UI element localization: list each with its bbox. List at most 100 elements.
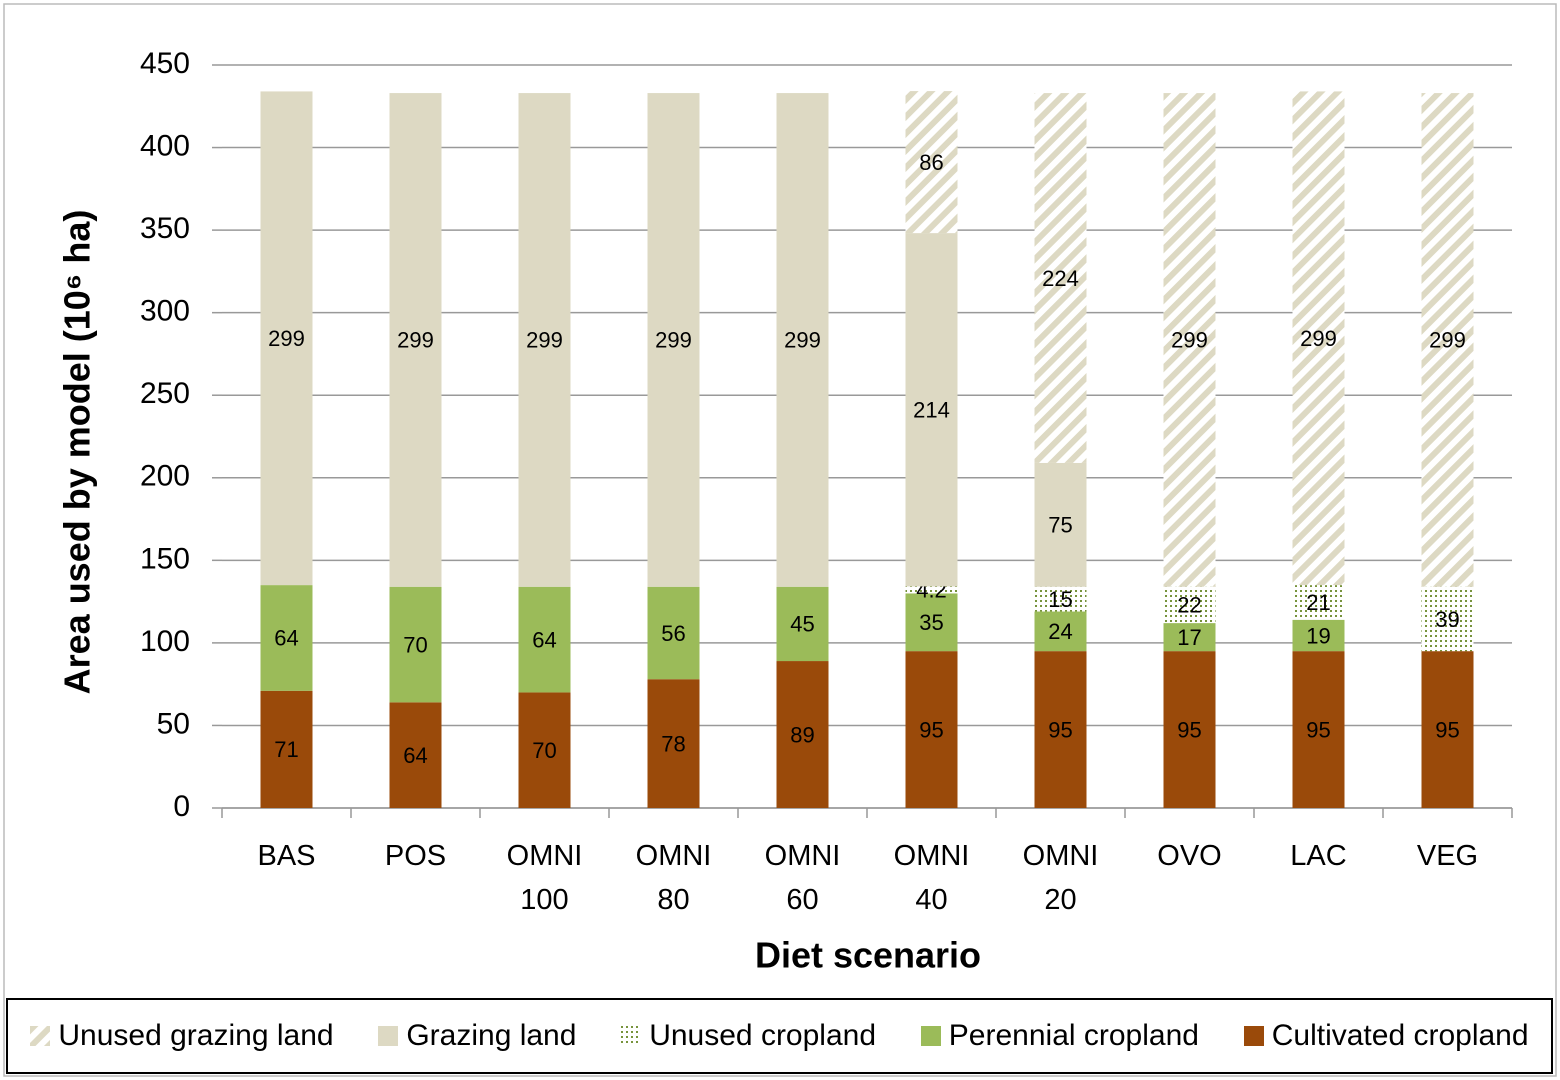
bar-segment	[518, 586, 571, 693]
data-label: 89	[790, 722, 814, 747]
data-label: 70	[403, 632, 427, 657]
data-label: 95	[1177, 717, 1201, 742]
legend-item: Unused cropland	[621, 1019, 876, 1053]
bar-segment	[905, 91, 958, 234]
bar-segment	[647, 679, 700, 808]
data-label: 299	[784, 328, 821, 353]
x-tick-label: POS	[384, 840, 447, 872]
bar-segment	[776, 93, 829, 587]
data-label: 299	[1429, 328, 1466, 353]
x-tick-label: OMNI 60	[764, 840, 841, 916]
bar-segment	[260, 585, 313, 691]
y-tick-label: 0	[173, 790, 190, 823]
data-label: 24	[1048, 619, 1072, 644]
bar-segment	[1292, 91, 1345, 586]
bar-segment	[905, 586, 958, 594]
data-label: 224	[1042, 266, 1079, 291]
y-tick-label: 350	[140, 212, 190, 245]
chart-border	[3, 3, 1557, 1077]
data-label: 95	[1435, 717, 1459, 742]
legend-swatch-fill	[30, 1026, 51, 1046]
data-label: 214	[913, 398, 950, 423]
data-label: 22	[1177, 593, 1201, 618]
bar-segment	[776, 661, 829, 808]
x-tick-label: OMNI 40	[893, 840, 970, 916]
legend-label: Unused grazing land	[58, 1019, 334, 1052]
data-label: 75	[1048, 513, 1072, 538]
bar-segment	[518, 93, 571, 587]
legend-swatch-fill	[1243, 1026, 1264, 1046]
bar-segment	[776, 586, 829, 662]
bar-segment	[1421, 93, 1474, 587]
data-label: 64	[532, 627, 556, 652]
bar-segment	[1034, 462, 1087, 587]
y-tick-label: 100	[140, 625, 190, 658]
data-label: 95	[1048, 717, 1072, 742]
bar-segment	[1421, 651, 1474, 808]
bar-segment	[1163, 651, 1216, 808]
legend-item: Unused grazing land	[30, 1019, 334, 1053]
bar-segment	[389, 93, 442, 587]
x-tick-label: OMNI 100	[506, 840, 583, 916]
bar-segment	[518, 692, 571, 808]
legend-swatch	[378, 1026, 399, 1046]
bar-segment	[647, 93, 700, 587]
y-tick-label: 50	[157, 707, 190, 740]
bar-segment	[1034, 611, 1087, 652]
data-label: 95	[919, 717, 943, 742]
data-label: 19	[1306, 623, 1330, 648]
data-label: 299	[526, 328, 563, 353]
x-tick-label: LAC	[1290, 840, 1347, 872]
data-label: 15	[1048, 587, 1072, 612]
x-tick-label: OVO	[1157, 840, 1222, 872]
legend-swatch	[920, 1026, 941, 1046]
legend-item: Cultivated cropland	[1243, 1019, 1529, 1053]
legend-item: Grazing land	[378, 1019, 576, 1053]
x-tick-label: OMNI 20	[1022, 840, 1099, 916]
y-tick-label: 450	[140, 47, 190, 80]
x-tick-label: VEG	[1416, 840, 1479, 872]
data-label: 299	[1300, 326, 1337, 351]
data-label: 39	[1435, 607, 1459, 632]
bar-segment	[1163, 93, 1216, 587]
data-label: 17	[1177, 625, 1201, 650]
bar-segment	[1292, 585, 1345, 620]
legend-item: Perennial cropland	[920, 1019, 1199, 1053]
bar-segment	[905, 233, 958, 587]
bar-segment	[1034, 651, 1087, 808]
bar-segment	[1034, 93, 1087, 463]
data-label: 56	[661, 621, 685, 646]
bar-segment	[1292, 619, 1345, 652]
legend-swatch-fill	[378, 1026, 399, 1046]
bar-segment	[1034, 586, 1087, 612]
bar-segment	[647, 586, 700, 680]
data-label: 64	[403, 743, 427, 768]
bar-segment	[1163, 623, 1216, 652]
y-tick-label: 400	[140, 129, 190, 162]
legend-label: Perennial cropland	[948, 1019, 1199, 1052]
x-tick-label: BAS	[257, 840, 316, 872]
legend-swatch-fill	[621, 1026, 642, 1046]
bar-segment	[260, 690, 313, 808]
legend-swatch	[621, 1026, 642, 1046]
y-axis-title: Area used by model (10⁶ ha)	[57, 210, 98, 695]
y-tick-label: 200	[140, 460, 190, 493]
data-label: 299	[1171, 328, 1208, 353]
data-label: 21	[1306, 590, 1330, 615]
y-tick-label: 150	[140, 542, 190, 575]
data-label: 45	[790, 612, 814, 637]
bar-segment	[905, 593, 958, 652]
data-label: 299	[655, 328, 692, 353]
y-tick-label: 250	[140, 377, 190, 410]
bar-segment	[1421, 586, 1474, 652]
y-tick-label: 300	[140, 295, 190, 328]
data-label: 95	[1306, 717, 1330, 742]
bar-segment	[1163, 586, 1216, 624]
legend: Unused grazing land Grazing land Unused cr…	[6, 998, 1553, 1074]
data-label: 299	[268, 326, 305, 351]
data-label: 64	[274, 626, 298, 651]
bar-segment	[389, 702, 442, 808]
data-label: 71	[274, 737, 298, 762]
